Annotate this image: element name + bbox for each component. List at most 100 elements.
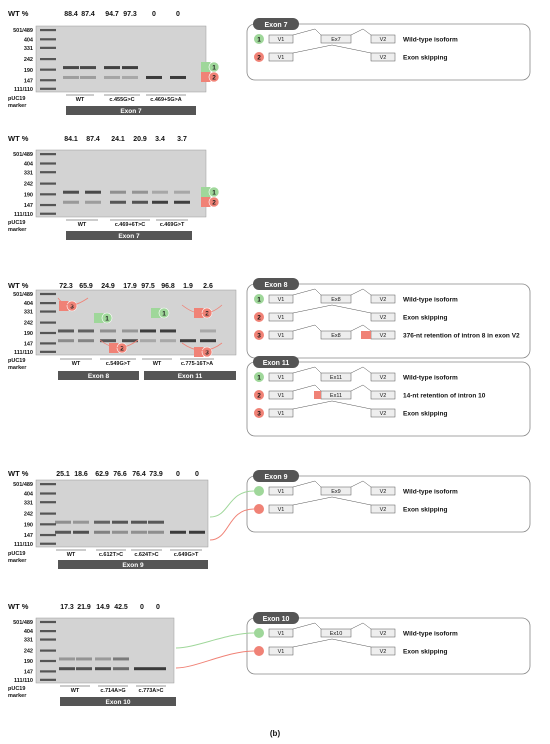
exon-box (320, 486, 352, 496)
gel-band (146, 75, 162, 79)
wt-value: 0 (152, 11, 156, 18)
wt-value: 24.1 (111, 136, 125, 143)
exon-label: V2 (380, 631, 387, 637)
legend-dot (254, 372, 264, 382)
exon-label: V1 (278, 507, 285, 513)
legend-row-label: Wild-type isoform (403, 375, 458, 382)
band-marker-number: 1 (212, 189, 216, 196)
ladder-band (40, 203, 56, 207)
ladder-label: 111/110 (14, 350, 33, 356)
callout-curve (57, 297, 89, 306)
wt-value: 87.4 (81, 11, 95, 18)
gel-image (35, 479, 209, 548)
legend-dot (254, 330, 264, 340)
exon-label: V1 (278, 315, 285, 321)
wt-value: 17.9 (123, 283, 137, 290)
legend-title-pill (253, 470, 299, 482)
wt-value: 17.3 (60, 604, 74, 611)
ladder-label: 190 (24, 331, 33, 337)
gel-band (174, 200, 190, 204)
exon-label: V1 (278, 649, 285, 655)
gel-band (85, 190, 101, 194)
wt-value: 20.9 (133, 136, 147, 143)
gel-band (78, 329, 94, 333)
gel-band (59, 667, 75, 671)
connector-line (175, 632, 255, 649)
exon-label: V1 (278, 393, 285, 399)
gel-band (110, 190, 126, 194)
exon-box (370, 294, 396, 304)
ladder-label: 111/110 (14, 542, 33, 548)
legend-row-label: Exon skipping (403, 411, 447, 418)
exon-label: V2 (380, 315, 387, 321)
marker-label: marker (8, 365, 27, 371)
ladder-label: 331 (24, 638, 33, 644)
marker-label: marker (8, 693, 27, 699)
exon-box (268, 486, 294, 496)
ladder-label: 501/489 (13, 620, 33, 626)
gel-band (95, 657, 111, 661)
exon-box (370, 486, 396, 496)
ladder-label: 147 (24, 78, 33, 84)
exon-label: Ex8 (331, 333, 340, 339)
marker-label: pUC19 (8, 220, 25, 226)
ladder-band (40, 182, 56, 185)
exon-label: V1 (278, 333, 285, 339)
exon-box (320, 294, 352, 304)
gel-band (170, 75, 186, 79)
legend-title-pill (253, 356, 299, 368)
band-marker-number: 3 (70, 303, 74, 310)
legend-dot (254, 408, 264, 418)
exon-box (268, 408, 294, 418)
gel-band (95, 667, 111, 671)
variant-label: WT (67, 552, 76, 558)
ladder-band (40, 212, 56, 215)
exon-bar-label: Exon 10 (106, 699, 131, 706)
gel-band (132, 190, 148, 194)
legend-number: 3 (257, 332, 261, 339)
band-marker-number: 1 (162, 310, 166, 317)
gel-band (152, 190, 168, 194)
wt-label: WT % (8, 9, 29, 18)
splice-line (350, 384, 372, 392)
ladder-band (40, 38, 56, 41)
exon-box (320, 628, 352, 638)
connector-line (175, 650, 255, 669)
wt-value: 0 (140, 604, 144, 611)
variant-label: c.649G>T (174, 552, 199, 558)
band-marker (101, 312, 113, 324)
legend-title: Exon 7 (265, 22, 288, 29)
exon-label: V2 (380, 393, 387, 399)
ladder-band (40, 58, 56, 61)
legend-number: 2 (257, 392, 261, 399)
gel-band (140, 339, 156, 343)
gel-band (80, 66, 96, 70)
gel-band (122, 75, 138, 79)
wt-value: 72.3 (59, 283, 73, 290)
callout-curve (99, 339, 139, 348)
ladder-label: 331 (24, 170, 33, 176)
legend-number: 3 (257, 410, 261, 417)
gel-band (58, 329, 74, 333)
exon-bar-label: Exon 9 (122, 562, 144, 569)
band-marker-number: 1 (212, 64, 216, 71)
wt-value: 24.9 (101, 283, 115, 290)
band-marker-number: 2 (205, 310, 209, 317)
exon-box (268, 646, 294, 656)
ladder-label: 404 (24, 162, 34, 168)
exon-box (370, 312, 396, 322)
gel-band (122, 329, 138, 333)
ladder-label: 242 (24, 512, 33, 518)
splice-line (292, 324, 322, 332)
exon-box (268, 52, 294, 62)
gel-band (94, 530, 110, 534)
ladder-band (40, 350, 56, 353)
legend-title: Exon 9 (265, 474, 288, 481)
ladder-label: 331 (24, 310, 33, 316)
gel-image (35, 289, 237, 356)
ladder-band (40, 310, 56, 313)
exon-bar (66, 231, 192, 240)
exon-label: V2 (380, 333, 387, 339)
gel-band (104, 66, 120, 70)
exon-bar-label: Exon 8 (88, 373, 110, 380)
